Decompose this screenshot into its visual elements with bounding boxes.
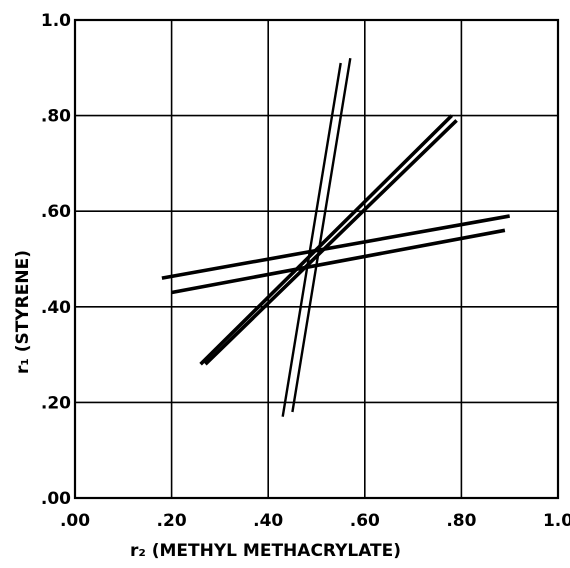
series-line-2 — [291, 58, 352, 413]
series-line-3 — [199, 114, 453, 366]
y-tick-label: .20 — [41, 393, 71, 413]
x-tick-label: .40 — [253, 511, 283, 531]
x-tick-labels: .00 .20 .40 .60 .80 1.0 — [60, 511, 570, 531]
y-tick-label: 1.0 — [41, 11, 71, 31]
x-tick-label: 1.0 — [543, 511, 570, 531]
x-tick-label: .60 — [350, 511, 380, 531]
series-line-1 — [281, 62, 342, 417]
data-series — [161, 58, 511, 417]
y-tick-label: .00 — [41, 489, 71, 509]
x-tick-label: .80 — [446, 511, 476, 531]
plot-frame — [73, 18, 560, 500]
series-line-5 — [161, 214, 511, 280]
series-line-6 — [171, 228, 506, 295]
x-tick-label: .20 — [157, 511, 187, 531]
y-axis-title: r₁ (STYRENE) — [13, 250, 33, 374]
y-tick-label: .40 — [41, 298, 71, 318]
series-line-4 — [204, 119, 458, 366]
grid-lines — [75, 20, 558, 498]
x-tick-label: .00 — [60, 511, 90, 531]
y-tick-label: .60 — [41, 202, 71, 222]
y-tick-label: .80 — [41, 107, 71, 127]
y-tick-labels: .00 .20 .40 .60 .80 1.0 — [41, 11, 71, 509]
x-axis-title: r₂ (METHYL METHACRYLATE) — [130, 541, 401, 561]
